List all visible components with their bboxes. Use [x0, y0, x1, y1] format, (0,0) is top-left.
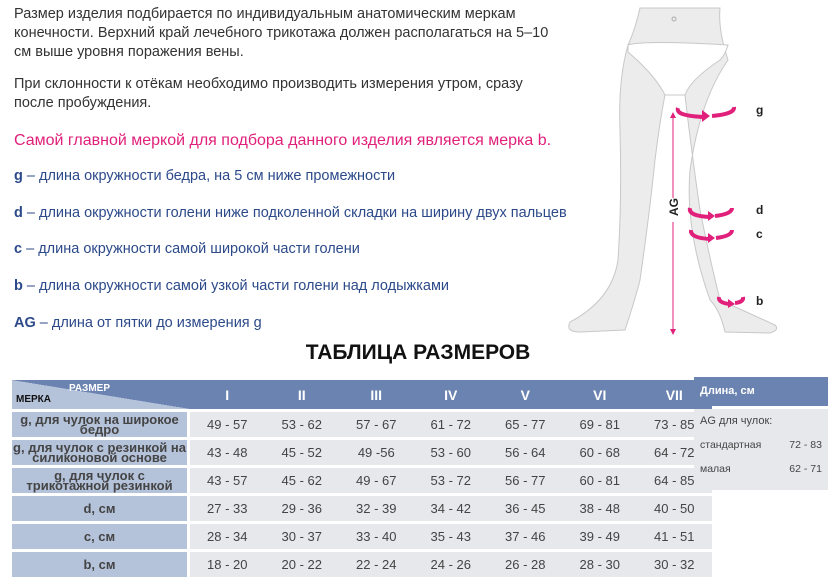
table-cell: 40 - 50	[637, 496, 712, 521]
size-header: II	[264, 380, 339, 409]
table-cell: 43 - 57	[190, 468, 265, 493]
definition-ag: AG – длина от пятки до измерения g	[14, 315, 262, 331]
length-panel: Длина, см AG для чулок: стандартная 72 - …	[694, 377, 828, 490]
row-label: d, см	[12, 496, 190, 521]
table-cell: 26 - 28	[488, 552, 563, 577]
size-header: I	[190, 380, 265, 409]
size-header: VI	[562, 380, 637, 409]
table-cell: 34 - 42	[413, 496, 488, 521]
table-row: g, для чулок на широкое бедро 49 - 57 53 -…	[12, 412, 712, 437]
table-cell: 28 - 34	[190, 524, 265, 549]
definition-g: g – длина окружности бедра, на 5 см ниже…	[14, 168, 396, 184]
table-cell: 28 - 30	[562, 552, 637, 577]
label-g: g	[756, 103, 764, 117]
table-cell: 56 - 77	[488, 468, 563, 493]
table-cell: 20 - 22	[264, 552, 339, 577]
table-row: d, см 27 - 33 29 - 36 32 - 39 34 - 42 36 - 45…	[12, 496, 712, 521]
table-cell: 60 - 68	[562, 440, 637, 465]
definition-d: d – длина окружности голени ниже подколе…	[14, 205, 567, 221]
size-header: IV	[413, 380, 488, 409]
table-cell: 24 - 26	[413, 552, 488, 577]
table-cell: 69 - 81	[562, 412, 637, 437]
row-label: g, для чулок с резинкой на силиконовой о…	[12, 440, 190, 465]
table-cell: 33 - 40	[339, 524, 414, 549]
highlight-text: Самой главной меркой для подбора данного…	[14, 132, 552, 149]
definition-c: c – длина окружности самой широкой части…	[14, 241, 360, 257]
table-cell: 32 - 39	[339, 496, 414, 521]
table-cell: 57 - 67	[339, 412, 414, 437]
table-title: ТАБЛИЦА РАЗМЕРОВ	[305, 341, 531, 364]
table-cell: 22 - 24	[339, 552, 414, 577]
size-header: III	[339, 380, 414, 409]
table-cell: 41 - 51	[637, 524, 712, 549]
table-cell: 27 - 33	[190, 496, 265, 521]
table-row: g, для чулок с трикотажной резинкой 43 - …	[12, 468, 712, 493]
table-cell: 38 - 48	[562, 496, 637, 521]
length-row: малая 62 - 71	[700, 463, 822, 475]
table-cell: 56 - 64	[488, 440, 563, 465]
label-d: d	[756, 203, 764, 217]
definition-b: b – длина окружности самой узкой части г…	[14, 278, 450, 294]
table-row: b, см 18 - 20 20 - 22 22 - 24 24 - 26 26 - 28…	[12, 552, 712, 577]
row-label: g, для чулок с трикотажной резинкой	[12, 468, 190, 493]
table-cell: 35 - 43	[413, 524, 488, 549]
table-cell: 53 - 72	[413, 468, 488, 493]
label-ag: AG	[667, 198, 681, 216]
table-cell: 29 - 36	[264, 496, 339, 521]
table-cell: 49 - 67	[339, 468, 414, 493]
table-cell: 45 - 62	[264, 468, 339, 493]
row-label: c, см	[12, 524, 190, 549]
table-cell: 30 - 37	[264, 524, 339, 549]
intro-paragraph-1: Размер изделия подбирается по индивидуал…	[14, 6, 549, 60]
table-cell: 53 - 62	[264, 412, 339, 437]
table-cell: 49 - 57	[190, 412, 265, 437]
row-label: b, см	[12, 552, 190, 577]
table-cell: 18 - 20	[190, 552, 265, 577]
table-cell: 39 - 49	[562, 524, 637, 549]
size-table: РАЗМЕР МЕРКА I II III IV V VI VII g, для …	[12, 377, 712, 580]
leg-illustration	[568, 7, 778, 335]
size-header: V	[488, 380, 563, 409]
table-cell: 37 - 46	[488, 524, 563, 549]
table-cell: 30 - 32	[637, 552, 712, 577]
table-cell: 60 - 81	[562, 468, 637, 493]
table-cell: 49 -56	[339, 440, 414, 465]
table-cell: 65 - 77	[488, 412, 563, 437]
table-row: c, см 28 - 34 30 - 37 33 - 40 35 - 43 37 - 46…	[12, 524, 712, 549]
table-row: g, для чулок с резинкой на силиконовой о…	[12, 440, 712, 465]
table-cell: 43 - 48	[190, 440, 265, 465]
row-label: g, для чулок на широкое бедро	[12, 412, 190, 437]
table-cell: 61 - 72	[413, 412, 488, 437]
length-subtitle: AG для чулок:	[700, 415, 773, 427]
length-header: Длина, см	[694, 377, 828, 406]
table-cell: 53 - 60	[413, 440, 488, 465]
table-cell: 36 - 45	[488, 496, 563, 521]
intro-paragraph-2: При склонности к отёкам необходимо произ…	[14, 76, 523, 111]
leg-measurement-figure: AG g d c b	[560, 0, 836, 345]
label-c: c	[756, 227, 763, 241]
length-row: стандартная 72 - 83	[700, 439, 822, 451]
label-b: b	[756, 294, 764, 308]
table-cell: 45 - 52	[264, 440, 339, 465]
corner-header: РАЗМЕР МЕРКА	[12, 380, 190, 409]
